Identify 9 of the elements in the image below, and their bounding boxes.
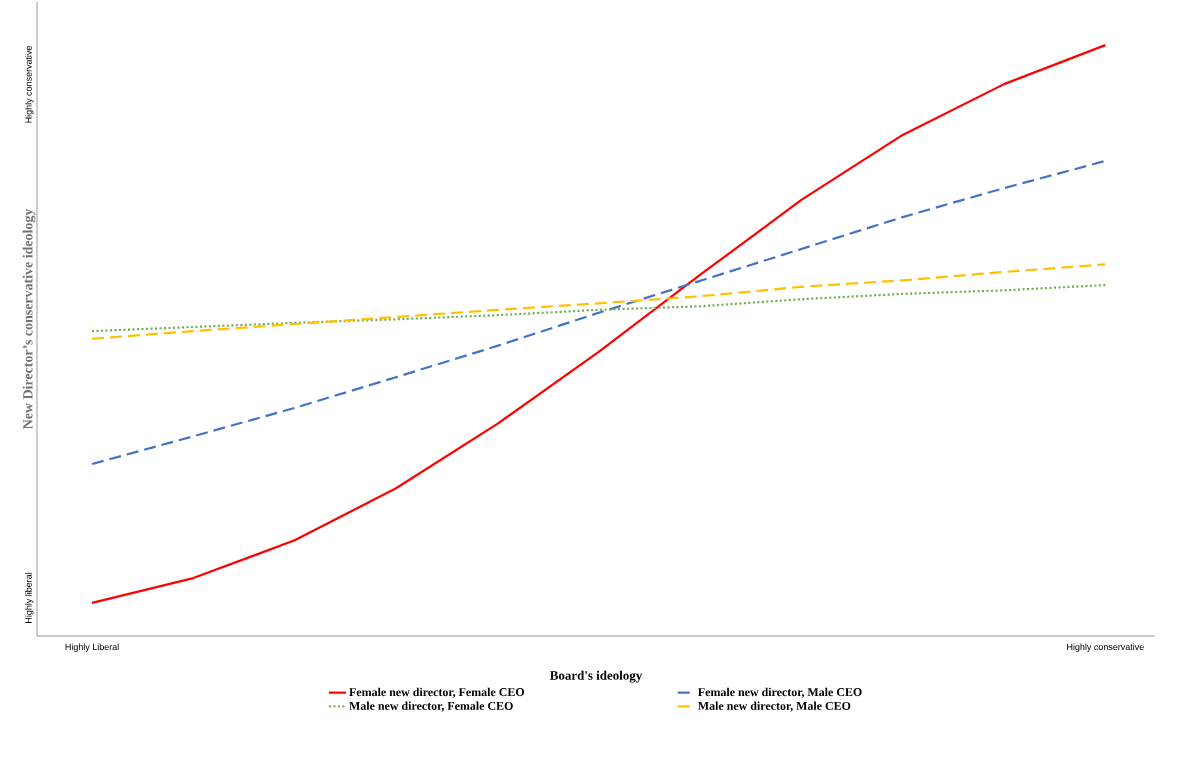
text: Highly conservative: [25, 45, 34, 123]
legend-label: Male new director, Female CEO: [349, 701, 513, 712]
x-axis-title: Board's ideology: [549, 670, 643, 683]
text: Highly liberal: [25, 572, 34, 623]
legend-label: Female new director, Female CEO: [349, 687, 525, 698]
legend-label: Male new director, Male CEO: [698, 701, 851, 712]
y-axis-title: New Director’s conservative ideology: [22, 208, 36, 430]
x-tick-label: Highly Liberal: [65, 643, 119, 652]
legend-label: Female new director, Male CEO: [698, 687, 862, 698]
